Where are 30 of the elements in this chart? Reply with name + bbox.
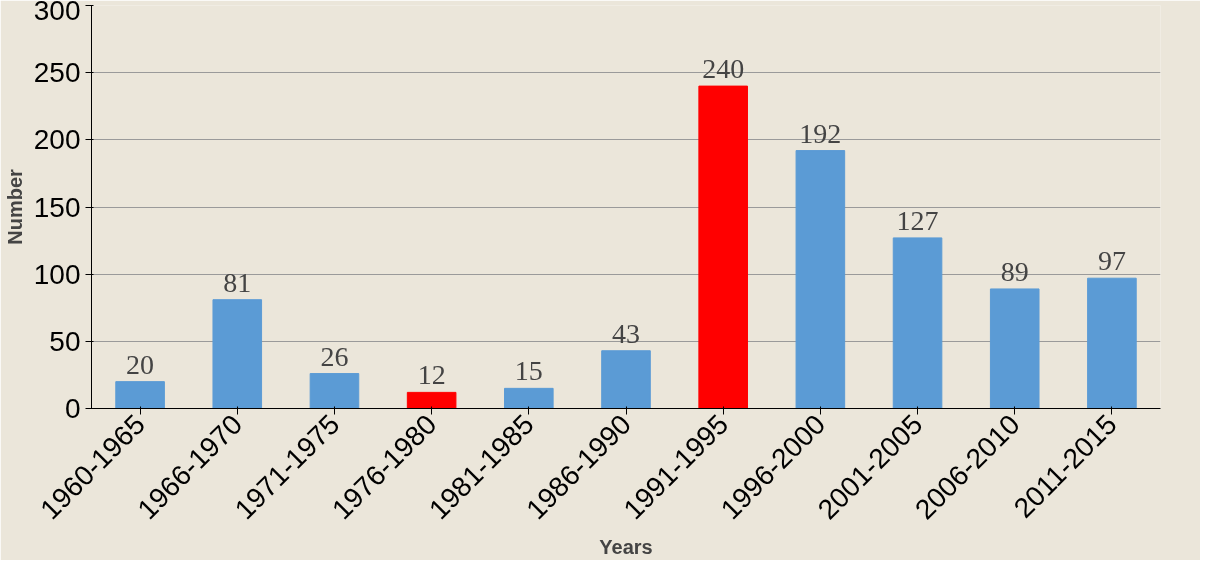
data-label: 15: [514, 355, 543, 387]
bar: [892, 237, 943, 409]
data-label: 192: [799, 117, 842, 149]
bar: [698, 85, 748, 409]
bar: [406, 391, 457, 409]
data-label: 12: [417, 359, 446, 391]
bar: [504, 387, 554, 409]
data-label: 43: [612, 317, 640, 349]
y-tick-label: 300: [33, 0, 81, 26]
bar: [601, 350, 651, 409]
y-tick-label: 50: [49, 325, 81, 357]
bar: [115, 381, 165, 409]
bar: [795, 150, 846, 409]
bar: [1087, 277, 1137, 409]
y-axis-title: Number: [3, 169, 26, 245]
data-label: 127: [896, 204, 939, 236]
data-label: 81: [223, 266, 252, 298]
y-tick-label: 100: [33, 258, 81, 290]
bar: [989, 288, 1040, 409]
data-label: 240: [702, 53, 745, 85]
data-label: 89: [1000, 255, 1029, 287]
y-tick-label: 250: [33, 57, 81, 89]
y-tick-label: 200: [33, 124, 81, 156]
bar: [212, 299, 263, 409]
x-axis-title: Years: [599, 535, 653, 558]
data-label: 20: [126, 348, 155, 380]
y-tick-label: 150: [33, 191, 81, 223]
data-label: 26: [320, 340, 349, 372]
data-label: 97: [1097, 245, 1126, 277]
bar: [309, 373, 360, 409]
